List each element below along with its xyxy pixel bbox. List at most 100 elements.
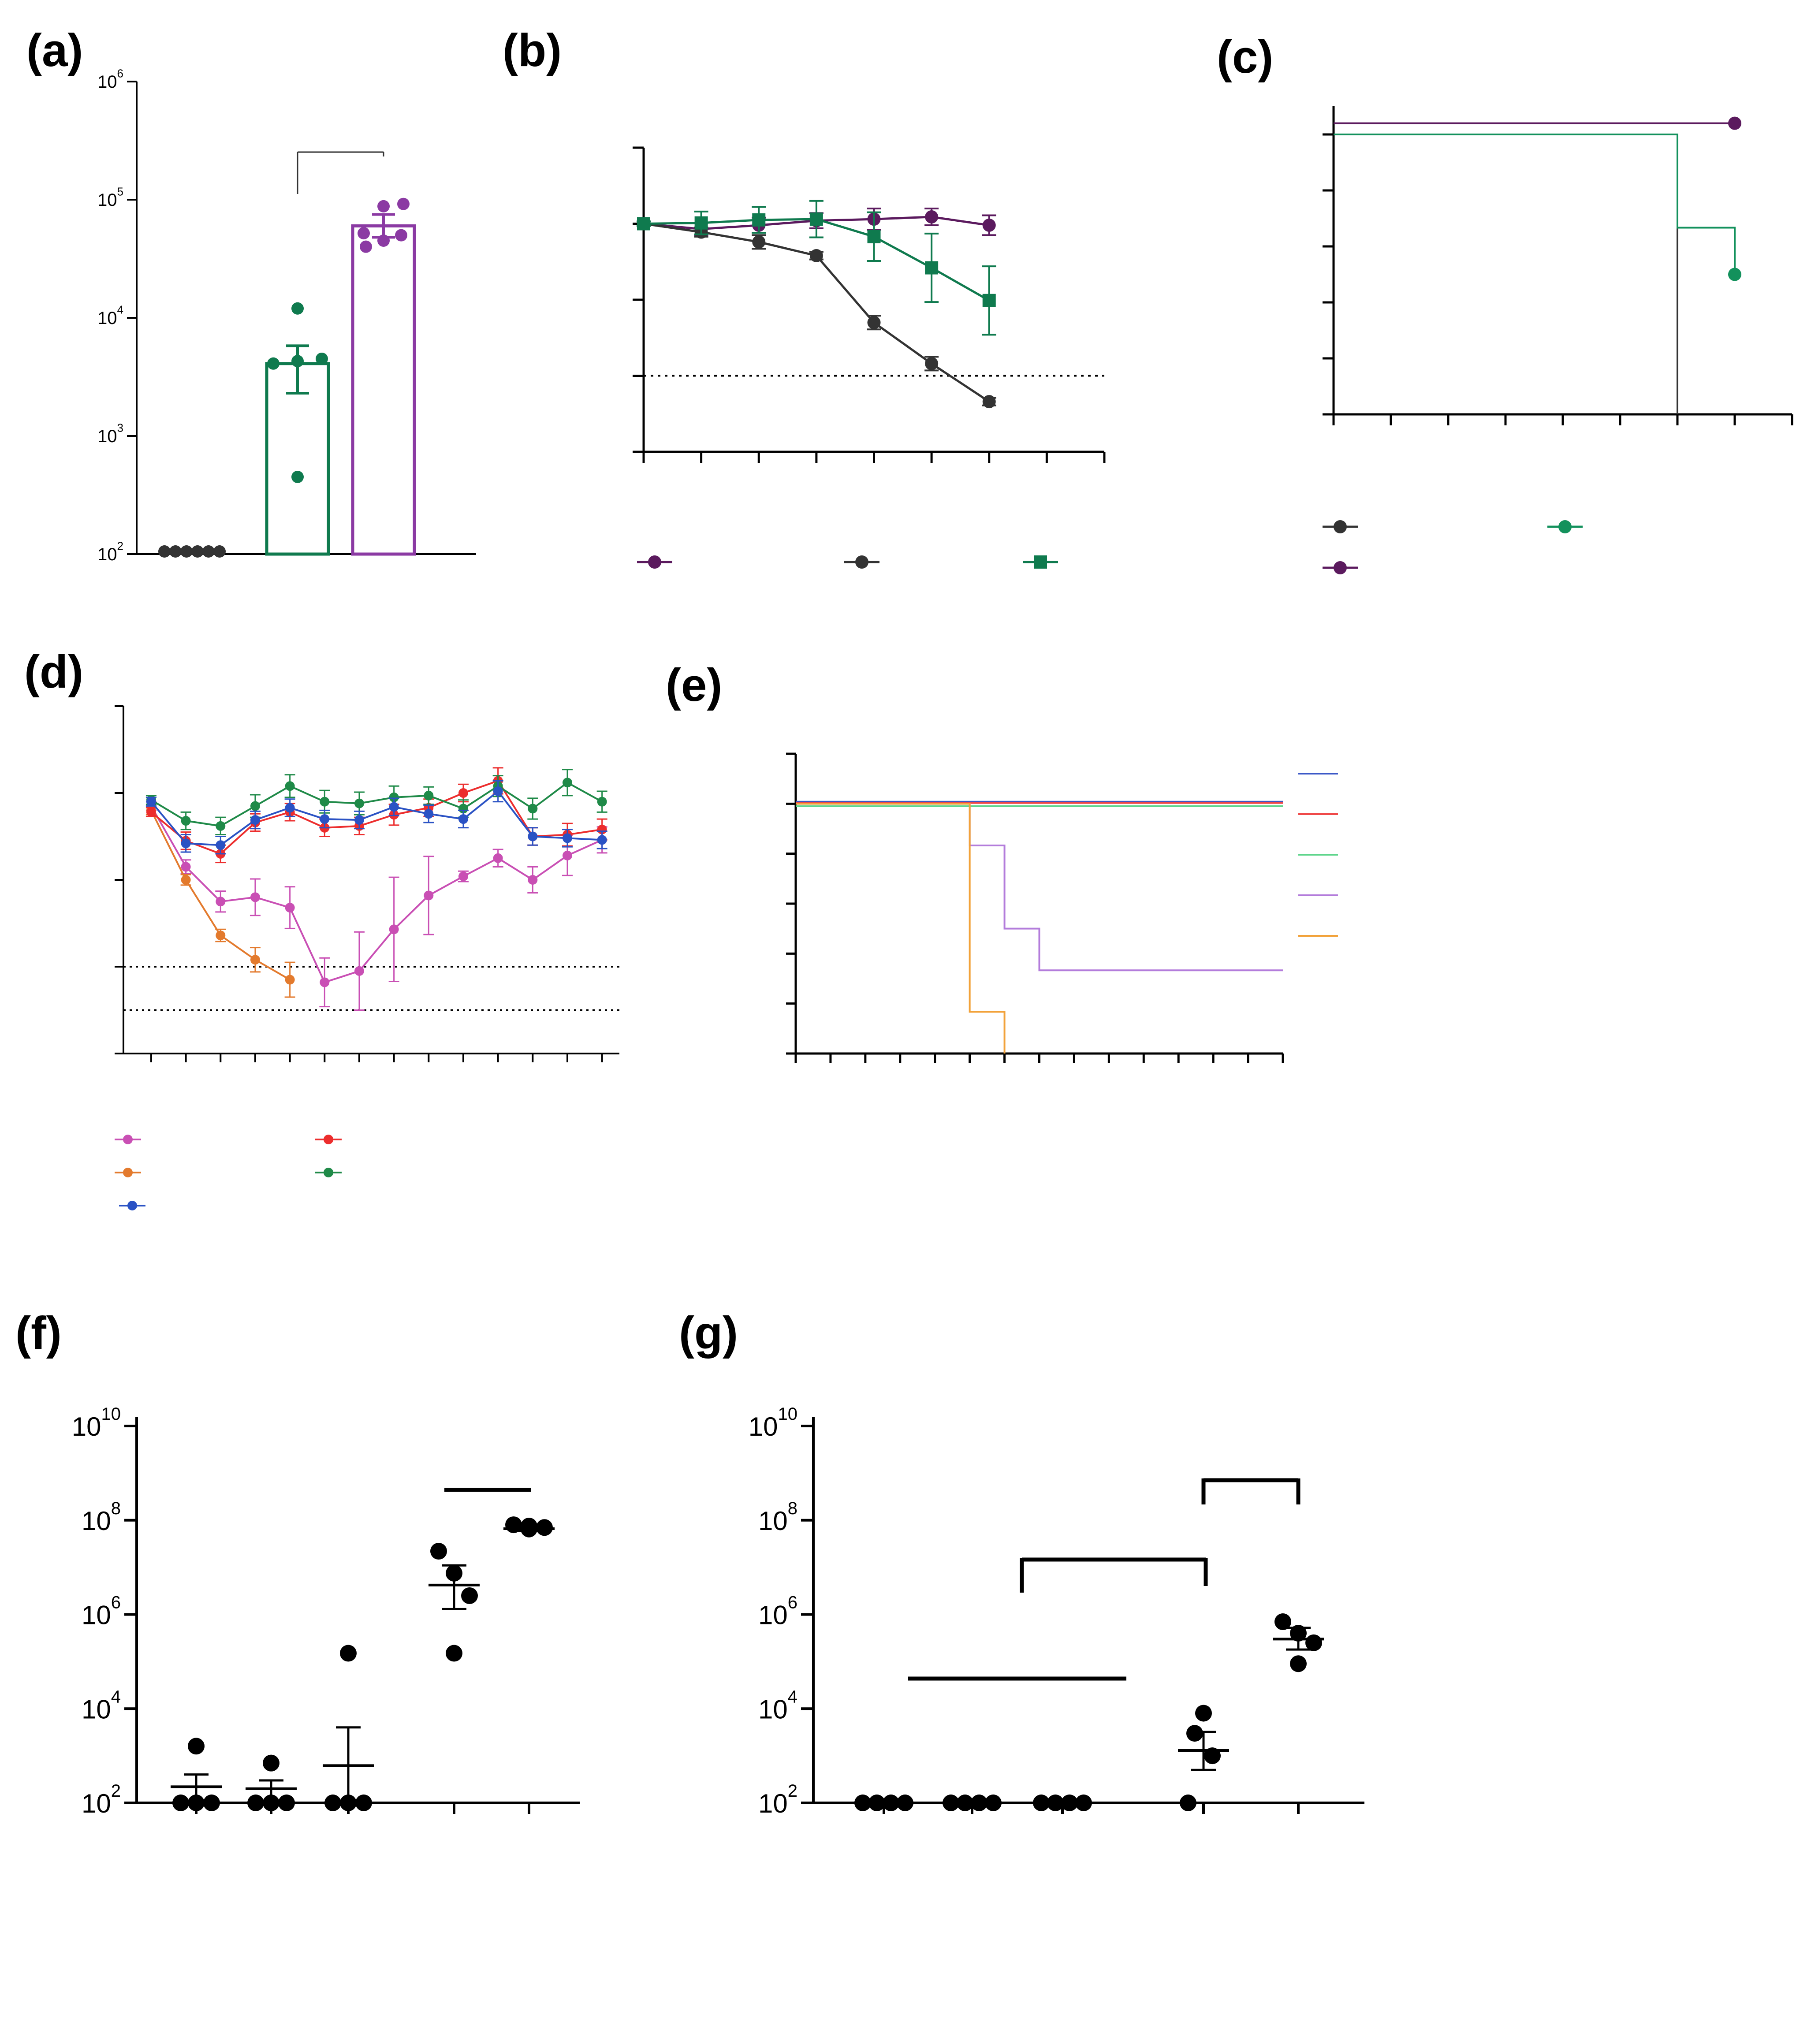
f-point-3-2 <box>461 1587 478 1604</box>
g-ytick-label-4: 1010 <box>749 1404 797 1441</box>
d-series-line-2 <box>150 780 602 855</box>
g-ytick-label-3: 108 <box>758 1499 797 1536</box>
d-point-0-6 <box>354 966 364 976</box>
c-legend-marker-1 <box>1558 520 1572 533</box>
a-point-2-3 <box>358 227 370 240</box>
chart-c <box>1323 106 1793 574</box>
g-ytick-label-1-exp: 4 <box>788 1687 797 1706</box>
g-ytick-label-4-base: 10 <box>749 1412 778 1441</box>
d-point-1-1 <box>181 875 191 885</box>
f-point-1-0 <box>263 1754 279 1772</box>
d-point-1-2 <box>216 931 226 941</box>
d-point-4-5 <box>320 814 330 824</box>
d-point-4-3 <box>250 815 260 825</box>
g-point-2-3 <box>1075 1795 1092 1811</box>
g-ytick-label-1-base: 10 <box>758 1694 788 1724</box>
a-ytick-label-0-exp: 2 <box>117 540 123 553</box>
b-point-2-0 <box>637 217 650 231</box>
a-point-0-0 <box>158 545 171 558</box>
f-point-3-1 <box>446 1564 462 1582</box>
f-ytick-label-0-exp: 2 <box>111 1781 121 1801</box>
d-point-0-12 <box>562 850 572 860</box>
b-point-1-6 <box>982 395 996 409</box>
b-point-1-5 <box>925 357 939 370</box>
d-point-0-4 <box>285 903 295 913</box>
b-legend-marker-2 <box>1034 555 1047 569</box>
d-point-4-2 <box>216 840 226 850</box>
a-ytick-label-2-exp: 4 <box>117 303 123 316</box>
g-point-4-1 <box>1290 1625 1307 1642</box>
f-point-2-3 <box>355 1795 372 1811</box>
c-legend-marker-0 <box>1334 520 1347 533</box>
f-point-0-2 <box>188 1795 205 1811</box>
f-ytick-label-2-exp: 6 <box>111 1593 121 1612</box>
g-ytick-label-0: 102 <box>758 1781 797 1818</box>
f-point-3-3 <box>446 1645 462 1662</box>
d-point-0-9 <box>458 871 468 882</box>
d-point-3-11 <box>528 804 538 814</box>
d-point-1-4 <box>285 975 295 985</box>
g-ytick-label-3-exp: 8 <box>788 1499 797 1518</box>
a-ytick-label-4-exp: 6 <box>117 67 123 80</box>
d-legend-marker-3 <box>324 1168 333 1177</box>
a-point-1-1 <box>267 357 279 370</box>
a-ytick-label-1-exp: 3 <box>117 421 123 435</box>
d-point-4-9 <box>458 814 468 824</box>
b-point-0-6 <box>982 218 996 232</box>
a-ytick-label-3-base: 10 <box>97 190 117 210</box>
f-point-2-0 <box>340 1645 357 1662</box>
d-legend-marker-4 <box>127 1201 137 1210</box>
f-point-4-2 <box>536 1519 553 1536</box>
d-point-3-8 <box>424 790 434 800</box>
panel-label-f: (f) <box>15 1307 62 1359</box>
b-legend-marker-0 <box>648 555 661 569</box>
d-point-0-1 <box>181 862 191 872</box>
d-point-4-10 <box>493 786 503 797</box>
g-point-0-0 <box>854 1795 871 1811</box>
d-point-3-7 <box>389 792 399 802</box>
a-ytick-label-0: 102 <box>97 540 123 564</box>
d-legend-marker-1 <box>123 1168 133 1177</box>
g-ytick-label-0-base: 10 <box>758 1789 788 1818</box>
g-point-0-1 <box>868 1795 885 1811</box>
g-point-4-0 <box>1274 1613 1291 1631</box>
g-point-1-1 <box>957 1795 973 1811</box>
g-point-4-3 <box>1290 1655 1307 1672</box>
g-ytick-label-2-exp: 6 <box>788 1593 797 1612</box>
d-point-3-9 <box>458 804 468 814</box>
f-point-2-2 <box>340 1795 357 1811</box>
d-point-0-11 <box>528 875 538 885</box>
panel-label-d: (d) <box>24 646 83 698</box>
d-point-3-13 <box>597 797 607 807</box>
b-point-1-4 <box>867 316 881 329</box>
c-end-point-s1suc <box>1728 268 1741 281</box>
a-point-0-5 <box>213 545 226 558</box>
b-point-2-5 <box>925 261 939 275</box>
d-point-4-6 <box>354 815 364 825</box>
panel-label-c: (c) <box>1217 31 1273 83</box>
b-point-2-4 <box>867 230 881 243</box>
a-point-1-3 <box>316 352 328 365</box>
f-ytick-label-2-base: 10 <box>82 1601 111 1630</box>
a-point-2-1 <box>377 234 390 247</box>
d-series-line-0 <box>150 805 603 983</box>
g-point-3-2 <box>1204 1747 1221 1765</box>
d-point-2-0 <box>146 807 156 817</box>
panel-label-e: (e) <box>666 659 722 711</box>
d-point-3-4 <box>285 781 295 791</box>
d-point-3-3 <box>250 801 260 811</box>
g-point-3-1 <box>1186 1725 1203 1742</box>
d-series-line-3 <box>150 781 603 827</box>
f-point-2-1 <box>324 1795 341 1811</box>
a-ytick-label-2-base: 10 <box>97 309 117 328</box>
a-ytick-label-4: 106 <box>97 67 123 92</box>
d-point-3-12 <box>562 778 572 788</box>
panel-label-b: (b) <box>503 25 562 76</box>
f-ytick-label-1-base: 10 <box>82 1694 111 1724</box>
g-point-4-2 <box>1305 1634 1322 1651</box>
d-point-4-1 <box>181 838 191 849</box>
c-legend-marker-2 <box>1334 561 1347 574</box>
a-point-1-4 <box>291 302 304 315</box>
